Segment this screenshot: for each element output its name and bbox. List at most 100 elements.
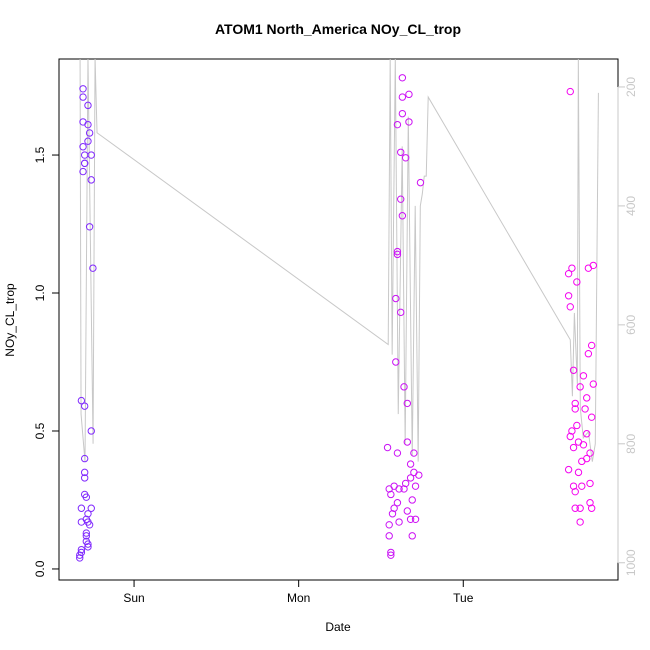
- line-layer: [79, 59, 599, 462]
- data-point: [573, 421, 581, 430]
- data-point: [395, 518, 403, 526]
- data-point: [576, 383, 584, 391]
- data-point: [79, 143, 87, 151]
- data-point: [387, 490, 395, 499]
- data-point: [393, 120, 402, 129]
- data-point: [586, 479, 594, 488]
- data-point: [406, 474, 415, 482]
- data-point: [84, 120, 92, 129]
- y2-tick-label: 200: [624, 77, 638, 97]
- data-point: [579, 441, 588, 449]
- data-point: [79, 167, 87, 176]
- data-point: [401, 154, 410, 162]
- y-tick-label: 1.0: [33, 284, 47, 301]
- data-point: [85, 521, 94, 529]
- data-point: [80, 468, 89, 477]
- data-point: [84, 540, 92, 548]
- data-point: [571, 487, 579, 496]
- y2-tick-label: 800: [624, 433, 638, 453]
- data-point: [82, 493, 91, 501]
- data-point: [586, 449, 594, 457]
- data-point: [564, 465, 573, 474]
- data-point: [589, 380, 598, 388]
- data-point: [397, 148, 405, 156]
- x-axis-label: Date: [325, 620, 351, 634]
- y2-tick-label: 1000: [624, 549, 638, 576]
- data-point: [393, 449, 402, 457]
- data-point: [569, 443, 578, 452]
- data-point: [393, 247, 402, 256]
- data-point: [589, 261, 598, 270]
- data-point: [82, 529, 91, 537]
- data-point: [574, 468, 583, 477]
- data-point: [85, 129, 94, 137]
- data-point: [80, 402, 89, 410]
- data-point: [393, 499, 402, 507]
- data-point: [566, 432, 574, 441]
- plot-frame: [58, 58, 619, 581]
- data-point: [410, 449, 418, 457]
- data-point: [77, 504, 86, 512]
- data-point: [82, 532, 91, 540]
- y-tick-label: 1.5: [33, 146, 47, 163]
- data-point: [79, 93, 87, 101]
- data-point: [87, 151, 95, 159]
- data-point: [415, 471, 423, 479]
- data-point: [385, 532, 393, 540]
- data-point: [385, 521, 393, 529]
- pressure-line: [79, 59, 599, 462]
- data-point: [398, 109, 407, 118]
- data-point: [416, 178, 425, 187]
- data-point: [566, 303, 574, 311]
- data-point: [84, 101, 92, 110]
- data-point: [583, 430, 591, 438]
- data-point: [84, 543, 92, 551]
- data-point: [87, 176, 95, 184]
- data-point: [401, 479, 410, 488]
- data-point: [383, 443, 392, 452]
- y2-tick-label: 600: [624, 315, 638, 335]
- data-point: [569, 482, 578, 490]
- data-point: [79, 85, 87, 93]
- data-point: [403, 399, 412, 408]
- data-point: [587, 341, 596, 350]
- data-point: [387, 548, 395, 557]
- data-point: [576, 518, 584, 526]
- data-point: [392, 358, 400, 366]
- data-point: [397, 308, 405, 317]
- data-point: [398, 212, 407, 220]
- data-point: [576, 504, 584, 512]
- data-point: [76, 554, 84, 562]
- data-point: [411, 515, 420, 523]
- data-point: [397, 195, 405, 203]
- data-point: [408, 532, 416, 540]
- data-point: [579, 372, 588, 380]
- data-point: [583, 394, 591, 402]
- data-point: [411, 482, 420, 490]
- chart-title: ATOM1 North_America NOy_CL_trop: [215, 21, 461, 37]
- data-point: [403, 438, 412, 446]
- data-point: [77, 545, 86, 554]
- data-point: [77, 548, 86, 557]
- data-point: [587, 413, 596, 421]
- data-point: [564, 292, 573, 300]
- data-point: [390, 504, 398, 512]
- x-tick-label: Sun: [123, 591, 144, 605]
- data-point: [84, 510, 92, 518]
- data-point: [583, 454, 591, 463]
- data-point: [84, 137, 92, 145]
- data-point: [405, 118, 413, 126]
- data-point: [398, 74, 407, 82]
- point-layer: [76, 74, 598, 562]
- data-point: [393, 250, 402, 259]
- y-tick-label: 0.5: [33, 422, 47, 439]
- data-point: [573, 278, 581, 286]
- data-point: [392, 294, 400, 303]
- data-point: [571, 399, 579, 408]
- data-point: [584, 350, 593, 358]
- data-point: [387, 551, 395, 559]
- data-point: [568, 427, 576, 435]
- data-point: [80, 159, 89, 168]
- data-point: [564, 269, 573, 278]
